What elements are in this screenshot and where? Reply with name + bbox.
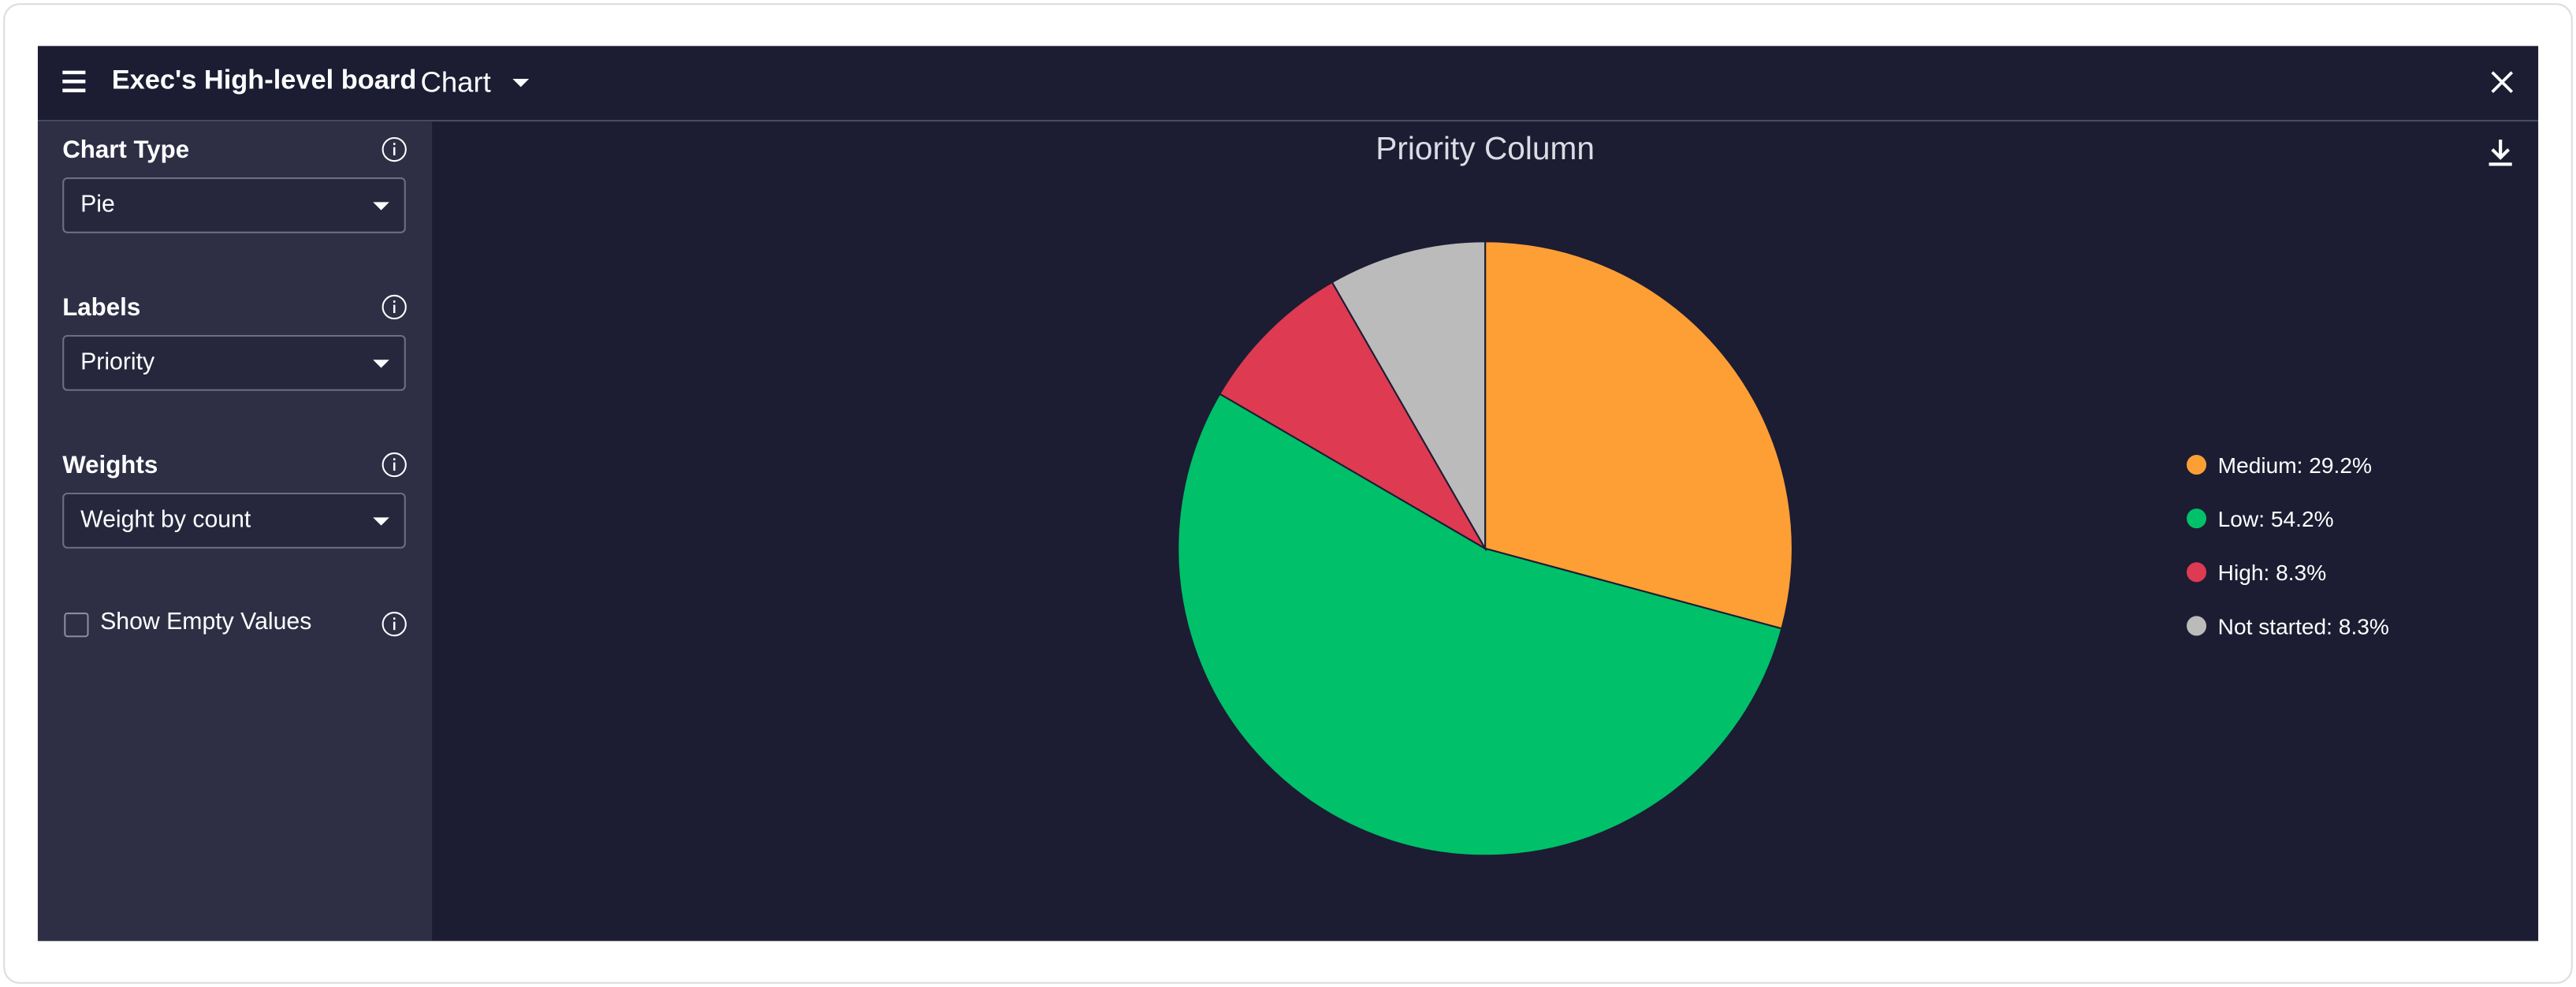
legend-label: Low: 54.2% xyxy=(2218,507,2334,531)
download-button[interactable] xyxy=(2489,140,2512,166)
info-circle xyxy=(382,136,407,162)
caret xyxy=(373,359,389,368)
dropdown-value: Weight by count xyxy=(80,507,251,534)
dropdown-caret xyxy=(373,202,389,210)
pie-slice xyxy=(1484,240,1793,630)
info-icon[interactable] xyxy=(382,136,408,162)
checkbox-label[interactable]: Show Empty Values xyxy=(100,609,312,636)
info-circle xyxy=(382,294,407,320)
legend-label: High: 8.3% xyxy=(2218,561,2327,585)
pie-slice xyxy=(1177,393,1783,857)
field-label: Labels xyxy=(62,293,141,322)
legend-marker xyxy=(2187,508,2207,529)
info-icon[interactable] xyxy=(382,294,408,320)
legend-marker xyxy=(2187,455,2207,475)
view-selector[interactable]: Chart xyxy=(420,65,491,99)
info-icon[interactable] xyxy=(382,452,408,478)
header: Exec's High-level board Chart xyxy=(37,46,2539,122)
pie-slice xyxy=(1218,281,1487,551)
legend-marker xyxy=(2187,562,2207,583)
dropdown[interactable]: Weight by count xyxy=(62,492,406,549)
info-dot xyxy=(393,143,396,145)
info-circle xyxy=(382,452,407,478)
pie-slice xyxy=(1331,240,1487,552)
view-caret[interactable] xyxy=(512,78,530,88)
dropdown-value: Pie xyxy=(80,192,115,219)
info-bar xyxy=(393,621,396,631)
caret xyxy=(373,517,389,526)
dropdown-value: Priority xyxy=(80,349,155,377)
chart-title: Priority Column xyxy=(1375,130,1595,166)
info-bar xyxy=(393,462,396,471)
dropdown-caret xyxy=(373,359,389,368)
legend-marker xyxy=(2187,616,2207,636)
info-circle xyxy=(382,611,407,637)
dropdown-caret xyxy=(373,517,389,526)
info-bar xyxy=(393,147,396,156)
board-title: Exec's High-level board xyxy=(111,65,417,95)
field-label: Weights xyxy=(62,451,158,480)
info-dot xyxy=(393,458,396,460)
dropdown[interactable]: Pie xyxy=(62,177,406,233)
sidebar: Chart Type Pie Labels Priority Weights Weight… xyxy=(37,121,433,941)
info-dot xyxy=(393,300,396,303)
checkbox[interactable] xyxy=(64,613,89,638)
info-dot xyxy=(393,617,396,620)
legend-label: Medium: 29.2% xyxy=(2218,453,2372,478)
dropdown[interactable]: Priority xyxy=(62,334,406,391)
app: Exec's High-level board Chart Chart Type… xyxy=(37,46,2539,941)
field-label: Chart Type xyxy=(62,136,190,165)
caret xyxy=(373,202,389,210)
info-bar xyxy=(393,304,396,314)
legend-label: Not started: 8.3% xyxy=(2218,614,2389,639)
info-icon[interactable] xyxy=(382,611,408,637)
chart: Priority Column Medium: 29.2% Low: 54.2% Hi… xyxy=(1177,130,2512,857)
menu-button[interactable] xyxy=(62,70,88,94)
close-button[interactable] xyxy=(2491,71,2514,94)
